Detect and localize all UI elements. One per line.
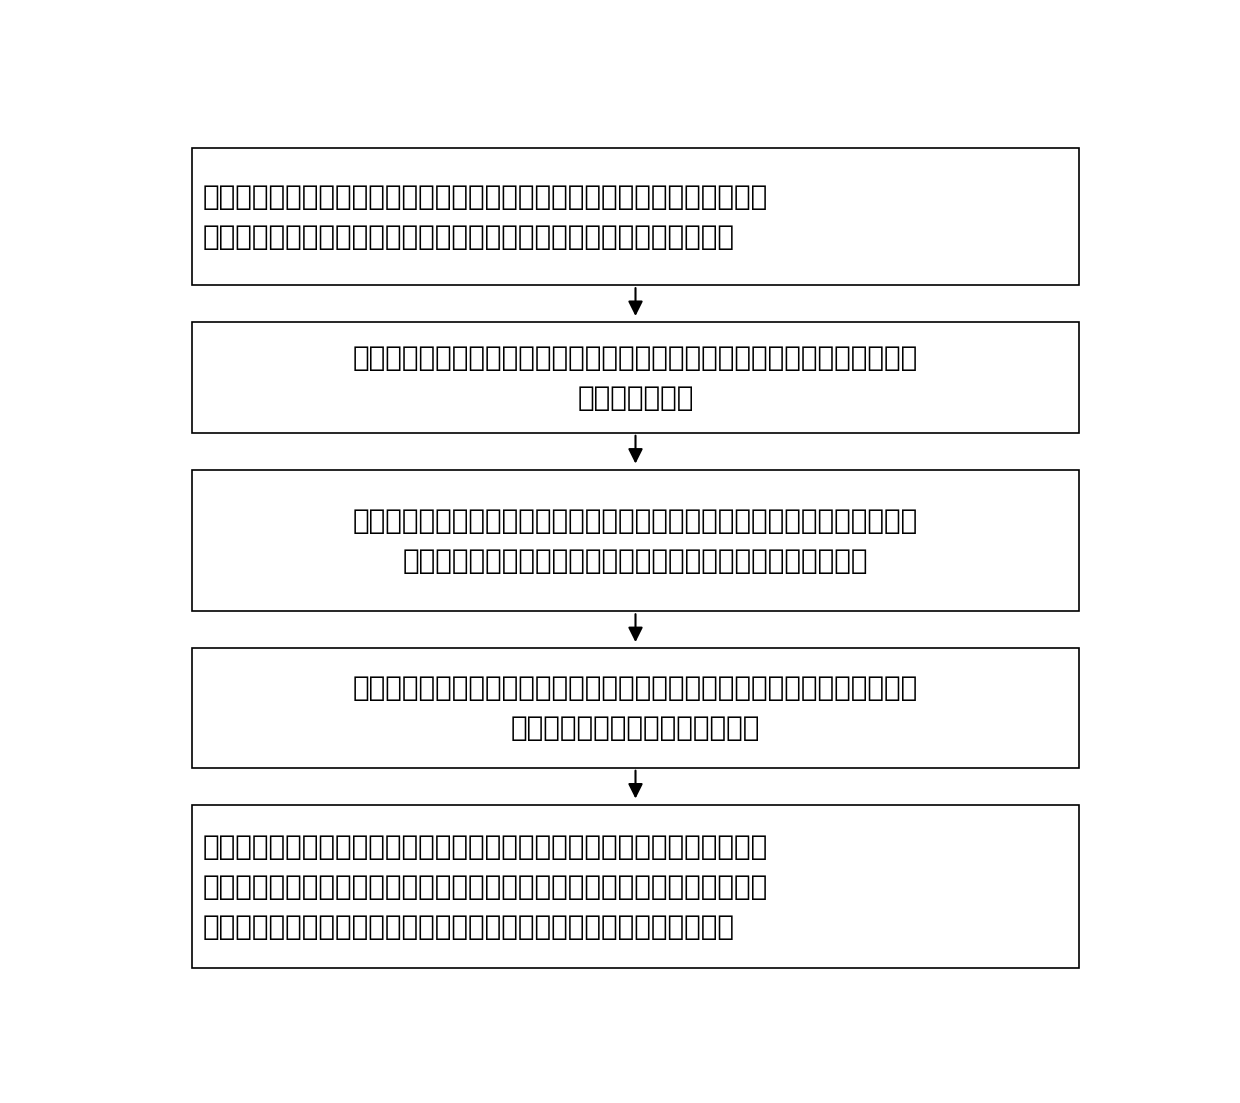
Bar [191, 649, 1080, 768]
Bar [191, 470, 1080, 611]
Text: 第一步：对于待检测的陶瓷隔膜，观察陶瓷隔膜的上下两面，确定该陶瓷隔膜
上的陶瓷涂层的涂覆情况，其中所述涂覆情况为单面涂覆或者双面涂覆；: 第一步：对于待检测的陶瓷隔膜，观察陶瓷隔膜的上下两面，确定该陶瓷隔膜 上的陶瓷涂… [203, 183, 769, 250]
Bar [191, 148, 1080, 286]
Text: 第三步：将检测试样放置在热重分析仪中的坩埚内，根据预设测试条件，对检
测试样进行加热，通过热重分析仪检测获得检测试样的热重曲线: 第三步：将检测试样放置在热重分析仪中的坩埚内，根据预设测试条件，对检 测试样进行… [353, 506, 918, 575]
Text: 第五步：根据检测试样的质量、检测试样的预设面积、陶瓷涂层的涂覆情况和
检测试样在热重分析仪内的氧气气氛中燃烧后的残余质量百分比，计算获得检
测试样中陶瓷涂层的面: 第五步：根据检测试样的质量、检测试样的预设面积、陶瓷涂层的涂覆情况和 检测试样在… [203, 833, 769, 941]
Text: 第四步：根据所述检测试样的热重曲线，获得检测试样在热重分析仪内的氧气
气氛中燃烧后的残余质量百分比；: 第四步：根据所述检测试样的热重曲线，获得检测试样在热重分析仪内的氧气 气氛中燃烧… [353, 674, 918, 742]
Bar [191, 322, 1080, 432]
Text: 第二步：在待检测的陶瓷隔膜上截取预设面积的检测试样并进行称重，获得检
测试样的质量；: 第二步：在待检测的陶瓷隔膜上截取预设面积的检测试样并进行称重，获得检 测试样的质… [353, 343, 918, 411]
Bar [191, 805, 1080, 968]
